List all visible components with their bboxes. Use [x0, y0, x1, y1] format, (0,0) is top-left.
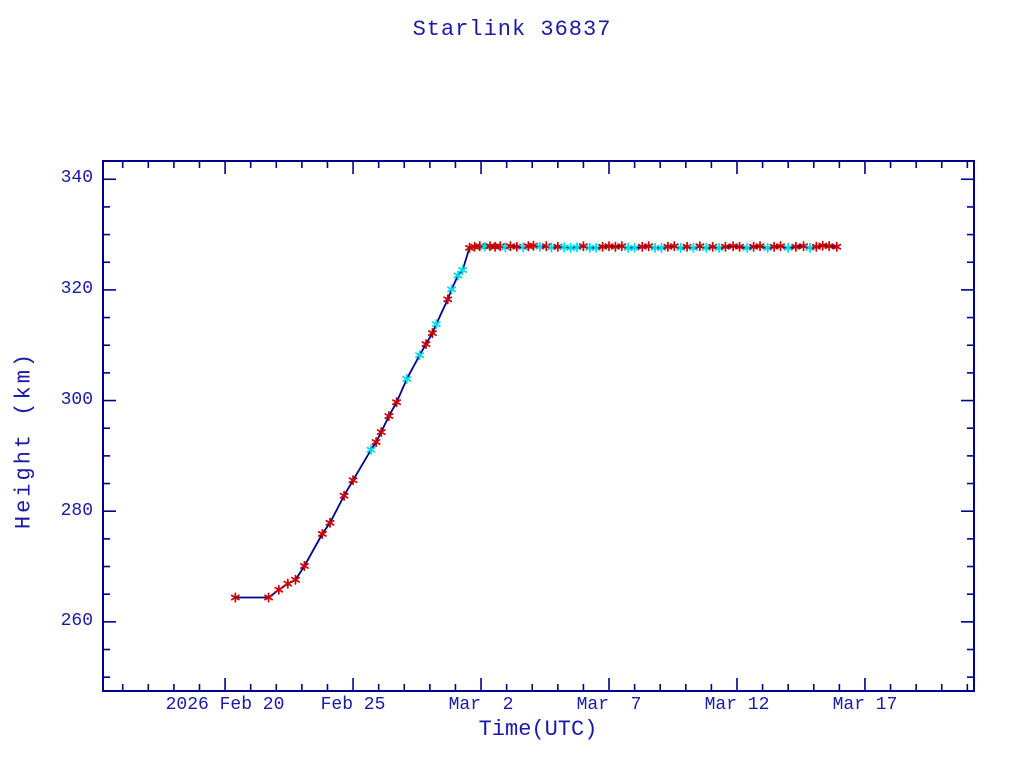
cyan-asterisk-marker: [431, 319, 441, 330]
red-asterisk-marker: [578, 241, 588, 252]
cyan-asterisk-marker: [366, 444, 376, 455]
y-tick-label-300: 300: [60, 390, 93, 410]
red-asterisk-marker: [264, 592, 274, 603]
chart-title: Starlink 36837: [412, 17, 612, 42]
red-asterisk-marker: [617, 241, 627, 252]
red-asterisk-marker: [392, 397, 402, 408]
red-asterisk-marker: [290, 574, 300, 585]
cyan-asterisk-marker: [458, 264, 468, 276]
axis-ticks: [103, 161, 974, 691]
x-tick-label-feb20: 2026 Feb 20: [165, 695, 285, 715]
y-tick-label-280: 280: [60, 501, 93, 521]
red-asterisk-marker: [776, 241, 785, 252]
red-asterisk-marker: [720, 241, 730, 252]
red-asterisk-marker: [371, 436, 381, 448]
red-asterisk-marker: [695, 241, 705, 252]
x-tick-label-mar17: Mar 17: [832, 695, 898, 715]
red-asterisk-marker: [755, 241, 765, 252]
red-asterisk-marker: [230, 592, 240, 603]
data-markers: [230, 240, 842, 603]
red-asterisk-marker: [735, 241, 745, 252]
red-asterisk-marker: [348, 475, 358, 486]
red-asterisk-marker: [384, 410, 394, 422]
red-asterisk-marker: [427, 328, 437, 339]
red-asterisk-marker: [799, 241, 809, 252]
cyan-asterisk-marker: [447, 284, 457, 295]
x-axis-label: Time(UTC): [478, 717, 598, 742]
red-asterisk-marker: [339, 490, 349, 501]
red-asterisk-marker: [317, 528, 327, 539]
x-tick-label-mar12: Mar 12: [704, 695, 770, 715]
cyan-asterisk-marker: [783, 242, 793, 253]
red-asterisk-marker: [824, 241, 834, 252]
x-tick-label-feb25: Feb 25: [320, 695, 386, 715]
red-asterisk-marker: [669, 241, 679, 252]
cyan-asterisk-marker: [630, 242, 640, 253]
cyan-asterisk-marker: [688, 242, 698, 253]
cyan-asterisk-marker: [415, 350, 425, 361]
red-asterisk-marker: [299, 560, 309, 572]
red-asterisk-marker: [791, 241, 801, 252]
x-tick-label-mar2: Mar 2: [448, 695, 514, 715]
red-asterisk-marker: [325, 517, 335, 528]
y-tick-label-320: 320: [60, 279, 93, 299]
red-asterisk-marker: [274, 584, 284, 595]
height-curve: [235, 244, 837, 599]
cyan-asterisk-marker: [402, 373, 412, 385]
y-tick-label-340: 340: [60, 168, 93, 188]
plot-frame: [102, 160, 975, 692]
red-asterisk-marker: [644, 241, 654, 252]
y-tick-label-260: 260: [60, 611, 93, 631]
red-asterisk-marker: [443, 294, 453, 305]
red-asterisk-marker: [376, 427, 386, 438]
cyan-asterisk-marker: [453, 270, 463, 281]
red-asterisk-marker: [283, 578, 293, 589]
x-tick-label-mar7: Mar 7: [576, 695, 642, 715]
red-asterisk-marker: [832, 241, 842, 252]
red-asterisk-marker: [421, 339, 431, 350]
